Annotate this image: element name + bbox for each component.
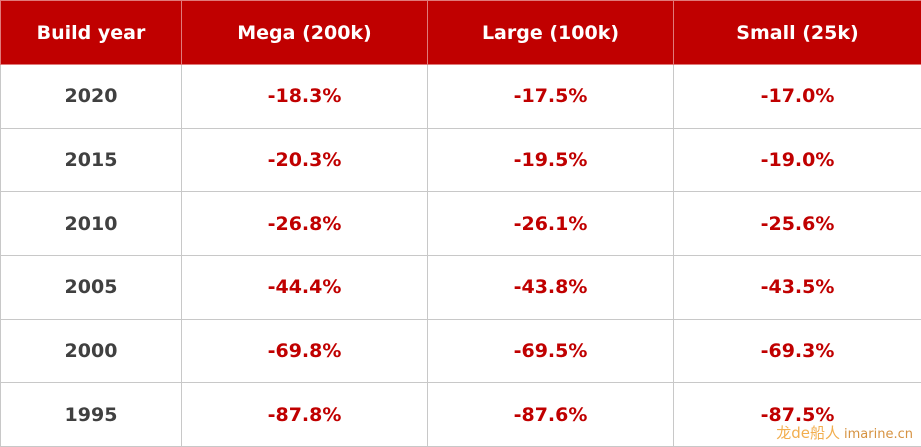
value-cell: -17.5% [427, 64, 674, 129]
value-cell: -43.8% [427, 254, 674, 320]
header-cell: Small (25k) [673, 0, 921, 65]
value-cell: -20.3% [181, 127, 428, 193]
year-cell: 2015 [0, 127, 182, 193]
header-cell: Large (100k) [427, 0, 674, 65]
watermark-brand: 龙de船人 [776, 424, 841, 442]
value-cell: -87.8% [181, 382, 428, 447]
value-cell: -26.8% [181, 191, 428, 256]
header-cell: Mega (200k) [181, 0, 428, 65]
value-cell: -25.6% [673, 191, 921, 256]
table-header: Build year Mega (200k) Large (100k) Small (… [0, 0, 921, 65]
table-body: 2020 -18.3% -17.5% -17.0% 2015 -20.3% -19.5% -1… [0, 64, 921, 447]
year-cell: 2020 [0, 64, 182, 129]
year-cell: 2005 [0, 254, 182, 320]
table-row: 2000 -69.8% -69.5% -69.3% [0, 318, 921, 384]
watermark: 龙de船人 imarine.cn [776, 422, 913, 443]
table-row: 2010 -26.8% -26.1% -25.6% [0, 191, 921, 256]
value-cell: -87.5% [673, 382, 921, 447]
table-row: 1995 -87.8% -87.6% -87.5% [0, 382, 921, 447]
year-cell: 2000 [0, 318, 182, 384]
header-cell: Build year [0, 0, 182, 65]
year-cell: 1995 [0, 382, 182, 447]
value-cell: -87.6% [427, 382, 674, 447]
header-row: Build year Mega (200k) Large (100k) Small (… [0, 0, 921, 65]
value-cell: -69.5% [427, 318, 674, 384]
value-cell: -17.0% [673, 64, 921, 129]
value-cell: -69.8% [181, 318, 428, 384]
year-cell: 2010 [0, 191, 182, 256]
table-row: 2020 -18.3% -17.5% -17.0% [0, 64, 921, 129]
value-cell: -43.5% [673, 254, 921, 320]
table-row: 2005 -44.4% -43.8% -43.5% [0, 254, 921, 320]
value-cell: -19.5% [427, 127, 674, 193]
value-cell: -69.3% [673, 318, 921, 384]
value-cell: -44.4% [181, 254, 428, 320]
value-cell: -26.1% [427, 191, 674, 256]
table-row: 2015 -20.3% -19.5% -19.0% [0, 127, 921, 193]
watermark-site: imarine.cn [844, 427, 913, 442]
value-cell: -18.3% [181, 64, 428, 129]
value-cell: -19.0% [673, 127, 921, 193]
